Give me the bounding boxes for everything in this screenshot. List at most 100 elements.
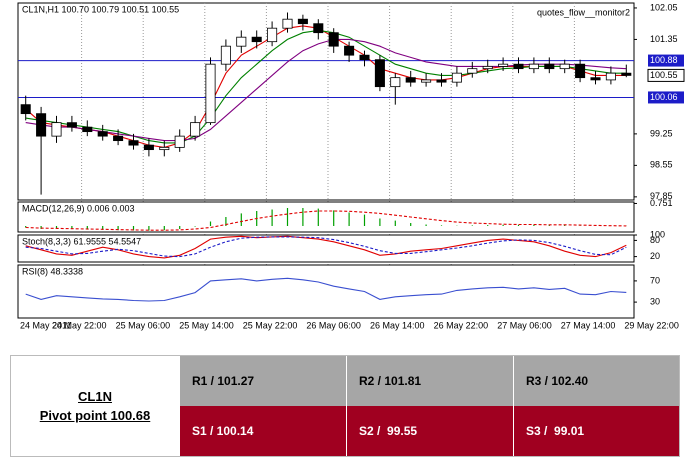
candle-body [467,68,478,74]
macd-bar [548,225,550,226]
candle-body [220,45,231,65]
support: S3 / 99.01 [513,406,679,456]
y-tick-label: 70 [650,275,660,285]
candle-body [66,122,77,128]
candle-body [390,77,401,88]
candle-body [374,59,385,88]
candle-body [436,79,447,83]
macd-bar [440,225,443,226]
macd-bar [71,226,73,229]
pivot-name-cell: CL1N Pivot point 100.68 [11,356,179,456]
indicator-line [25,25,627,148]
macd-bar [240,213,242,226]
candle-body [236,36,247,47]
macd-bar [471,225,473,226]
x-tick-label: 25 May 14:00 [179,320,234,330]
candle-body [313,23,324,34]
candle-body [51,122,62,137]
indicator-title: RSI(8) 48.3338 [22,266,83,276]
chart-header: CL1N,H1 100.70 100.79 100.51 100.55 [22,4,179,14]
x-tick-label: 25 May 06:00 [116,320,171,330]
panel [17,234,635,263]
candle-body [267,27,278,43]
candle-body [174,135,185,148]
candle-body [128,140,139,146]
candle-body [251,36,262,43]
macd-bar [410,223,412,226]
x-tick-label: 25 May 22:00 [243,320,298,330]
macd-bar [348,212,350,226]
candle-body [143,144,154,151]
candle-body [190,122,201,137]
support: S2 / 99.55 [346,406,513,456]
macd-bar [117,226,119,231]
chart: 102.05 101.35 99.25 98.55 97.85 24 May 201124… [17,2,685,330]
y-tick-label: 100 [650,229,665,239]
panel [17,201,635,233]
candle-body [97,131,108,137]
candle-body [36,113,47,137]
y-tick-label: 98.55 [650,160,673,170]
indicator-line [25,277,627,302]
macd-bar [317,208,319,226]
y-tick-label: 97.85 [650,191,673,201]
macd-bar [86,226,88,230]
candle-body [405,77,416,83]
level-box [648,91,684,104]
x-tick-label: 26 May 22:00 [434,320,489,330]
candle-body [451,72,462,83]
macd-bar [148,226,150,231]
resistance: R2 / 101.81 [346,356,513,406]
macd-bar [55,226,58,229]
candle-body [421,79,432,83]
x-tick-label: 27 May 14:00 [561,320,616,330]
candle-body [344,45,355,56]
candle-body [20,104,31,115]
candle-body [482,66,493,70]
macd-bar [102,226,104,230]
x-tick-label: 24 May 2011 [20,320,71,330]
macd-bar [286,208,289,226]
x-tick-label: 26 May 06:00 [306,320,361,330]
candle-body [82,126,93,133]
macd-bar [209,221,212,226]
candle-body [590,77,601,81]
macd-bar [179,226,181,229]
y-tick-label: 102.05 [650,2,678,12]
y-tick-label: 99.25 [650,128,673,138]
candle-body [575,63,586,79]
candle-body [621,72,632,76]
candle-body [282,18,293,29]
resistance: R3 / 102.40 [513,356,679,406]
macd-bar [302,208,304,226]
macd-bar [333,210,335,226]
x-tick-label: 27 May 06:00 [497,320,552,330]
y-tick-label: 30 [650,296,660,306]
level-label: 100.88 [650,55,678,65]
x-tick-label: 26 May 14:00 [370,320,425,330]
candle-body [528,63,539,70]
macd-bar [502,224,504,226]
symbol: CL1N [78,389,112,404]
macd-bar [363,214,366,226]
level-label: 100.06 [650,92,678,102]
macd-bar [425,224,427,226]
candle-body [605,72,616,81]
indicator-line [25,210,627,231]
candle-body [359,54,370,61]
macd-bar [533,224,535,226]
candle-body [113,135,124,142]
candle-body [498,63,509,67]
macd-bar [225,217,227,226]
last-price-label: 100.55 [650,70,678,80]
candle-body [205,63,216,124]
y-tick-label: 20 [650,251,660,261]
candle-body [559,63,570,70]
level-box [648,54,684,67]
candle-body [159,146,170,151]
indicator-line [25,29,627,144]
x-tick-label: 24 May 22:00 [52,320,107,330]
pivot-point: Pivot point 100.68 [39,408,151,423]
candle-body [328,32,339,47]
